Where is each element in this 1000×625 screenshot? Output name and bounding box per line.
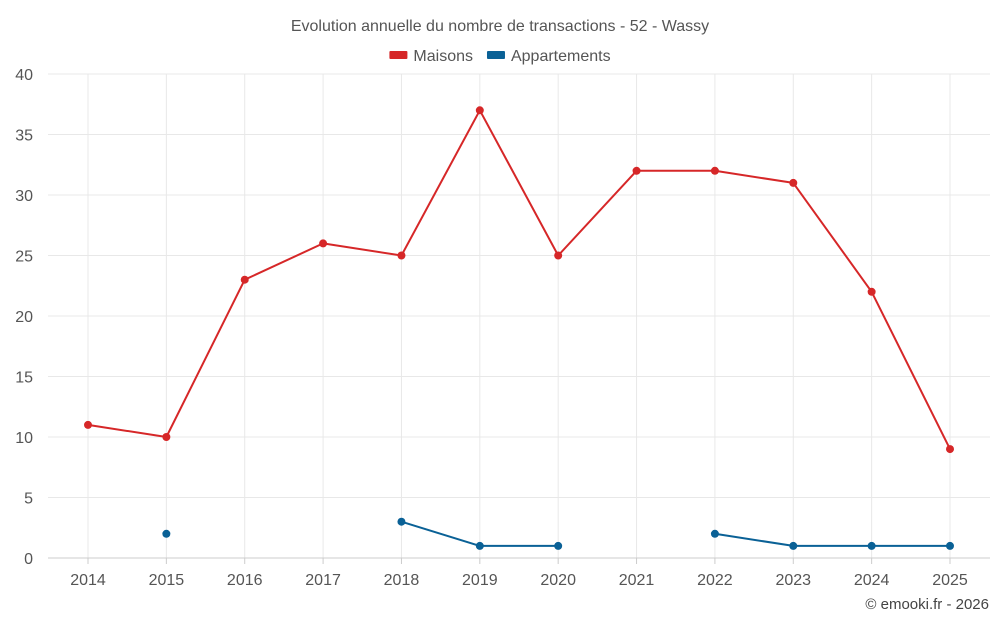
x-tick-label: 2016 — [227, 572, 263, 589]
data-point-appartements[interactable] — [162, 529, 171, 538]
legend[interactable]: Maisons Appartements — [389, 48, 611, 65]
y-tick-label: 5 — [24, 491, 33, 508]
x-tick-label: 2019 — [462, 572, 498, 589]
x-tick-label: 2015 — [149, 572, 185, 589]
data-point-maisons[interactable] — [319, 239, 328, 248]
x-tick-label: 2017 — [305, 572, 341, 589]
y-tick-label: 30 — [15, 188, 33, 205]
data-point-appartements[interactable] — [789, 541, 798, 550]
x-tick-label: 2023 — [775, 572, 811, 589]
y-axis-ticks: 0 5 10 15 20 25 30 35 40 — [15, 67, 33, 568]
legend-swatch — [389, 51, 408, 59]
data-point-maisons[interactable] — [84, 420, 92, 429]
legend-swatch — [486, 51, 505, 59]
x-tick-label: 2024 — [854, 572, 890, 589]
series-line-appartements — [714, 532, 950, 547]
data-point-appartements[interactable] — [475, 541, 484, 550]
legend-label: Appartements — [511, 48, 611, 65]
y-tick-label: 20 — [15, 309, 33, 326]
legend-item-maisons[interactable]: Maisons — [389, 48, 473, 65]
series-line-maisons — [87, 109, 951, 450]
y-tick-label: 25 — [15, 249, 33, 266]
series-layer — [84, 106, 954, 550]
data-point-appartements[interactable] — [554, 541, 563, 550]
x-tick-label: 2021 — [619, 572, 655, 589]
y-tick-label: 15 — [15, 370, 33, 387]
data-point-appartements[interactable] — [397, 517, 406, 526]
data-point-maisons[interactable] — [632, 166, 641, 175]
y-tick-label: 0 — [24, 551, 33, 568]
chart-title: Evolution annuelle du nombre de transact… — [291, 18, 709, 35]
y-tick-label: 40 — [15, 67, 33, 84]
legend-label: Maisons — [413, 48, 473, 65]
data-point-maisons[interactable] — [946, 445, 954, 454]
data-point-appartements[interactable] — [710, 529, 719, 538]
x-axis-ticks: 2014 2015 2016 2017 2018 2019 2020 2021 2022 2023… — [70, 572, 968, 589]
y-gridlines — [48, 73, 990, 559]
x-tick-label: 2025 — [932, 572, 968, 589]
data-point-maisons[interactable] — [554, 251, 563, 260]
series-maisons — [84, 106, 954, 454]
data-point-maisons[interactable] — [789, 178, 798, 187]
data-point-appartements[interactable] — [867, 541, 876, 550]
data-point-maisons[interactable] — [475, 106, 484, 115]
x-tick-label: 2014 — [70, 572, 106, 589]
x-tick-label: 2020 — [540, 572, 576, 589]
x-gridlines — [87, 74, 951, 564]
legend-item-appartements[interactable]: Appartements — [486, 48, 611, 65]
x-tick-label: 2018 — [384, 572, 420, 589]
y-tick-label: 35 — [15, 128, 33, 145]
data-point-maisons[interactable] — [162, 433, 171, 441]
series-appartements — [162, 517, 954, 550]
credit-text: © emooki.fr - 2026 — [865, 596, 989, 613]
data-point-maisons[interactable] — [867, 287, 876, 296]
data-point-appartements[interactable] — [946, 541, 954, 550]
data-point-maisons[interactable] — [240, 275, 249, 284]
x-tick-label: 2022 — [697, 572, 733, 589]
data-point-maisons[interactable] — [397, 251, 406, 260]
y-tick-label: 10 — [15, 430, 33, 447]
data-point-maisons[interactable] — [710, 166, 719, 175]
